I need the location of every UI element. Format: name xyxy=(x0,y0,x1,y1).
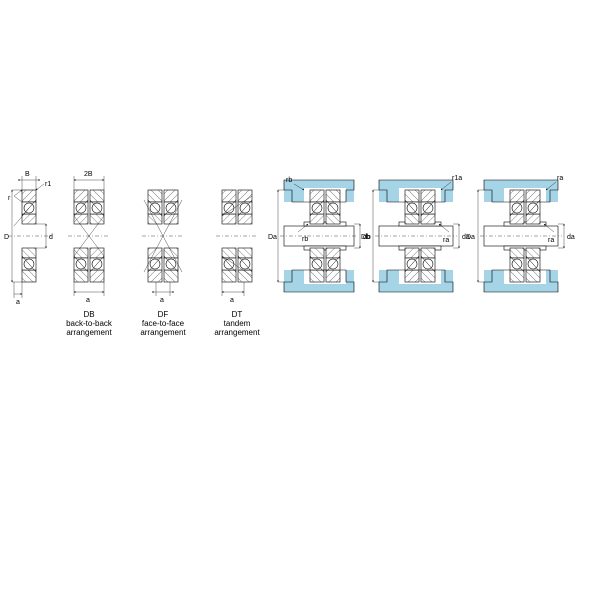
label-ra-3b: ra xyxy=(548,237,554,244)
caption-db-l1: back-to-back xyxy=(62,319,116,328)
label-Db: Db xyxy=(361,234,370,241)
caption-dt: DT tandem arrangement xyxy=(210,310,264,337)
label-2B-db: 2B xyxy=(84,171,93,178)
single-bearing-diagram: B r1 r D d a xyxy=(4,171,53,306)
dt-diagram: a xyxy=(216,190,258,304)
label-D: D xyxy=(4,234,9,241)
label-a-dt: a xyxy=(230,297,234,304)
caption-df-code: DF xyxy=(136,310,190,319)
label-ra-3a: ra xyxy=(557,175,563,182)
caption-db-code: DB xyxy=(62,310,116,319)
label-a-db: a xyxy=(86,297,90,304)
label-a-df: a xyxy=(160,297,164,304)
mounted-db-diagram: rb rb Da db xyxy=(268,177,371,292)
mounted-df-diagram: r1a ra Db da xyxy=(361,175,470,292)
label-a-single: a xyxy=(16,299,20,306)
caption-df: DF face-to-face arrangement xyxy=(136,310,190,337)
caption-df-l1: face-to-face xyxy=(136,319,190,328)
label-Da-3: Da xyxy=(466,234,475,241)
df-diagram: a xyxy=(142,190,184,304)
caption-dt-code: DT xyxy=(210,310,264,319)
caption-dt-l2: arrangement xyxy=(210,328,264,337)
label-d: d xyxy=(49,234,53,241)
label-r1: r1 xyxy=(45,181,51,188)
label-rb-1: rb xyxy=(286,177,292,184)
label-B: B xyxy=(25,171,30,178)
caption-db-l2: arrangement xyxy=(62,328,116,337)
caption-db: DB back-to-back arrangement xyxy=(62,310,116,337)
caption-df-l2: arrangement xyxy=(136,328,190,337)
label-r: r xyxy=(8,195,11,202)
label-rb-1b: rb xyxy=(302,236,308,243)
label-ra-2: ra xyxy=(443,237,449,244)
caption-dt-l1: tandem xyxy=(210,319,264,328)
label-r1a: r1a xyxy=(452,175,462,182)
mounted-dt-diagram: ra ra Da da xyxy=(466,175,575,292)
diagram-canvas: B r1 r D d a 2B a a xyxy=(0,0,600,600)
label-Da-1: Da xyxy=(268,234,277,241)
db-diagram: 2B a xyxy=(68,171,110,304)
label-da-3: da xyxy=(567,234,575,241)
